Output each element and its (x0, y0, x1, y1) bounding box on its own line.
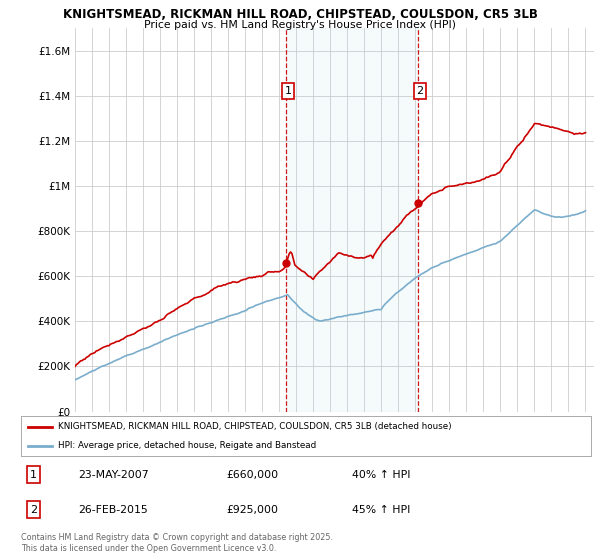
Text: 2: 2 (416, 86, 424, 96)
Text: 40% ↑ HPI: 40% ↑ HPI (352, 470, 410, 479)
Text: Price paid vs. HM Land Registry's House Price Index (HPI): Price paid vs. HM Land Registry's House … (144, 20, 456, 30)
Text: Contains HM Land Registry data © Crown copyright and database right 2025.
This d: Contains HM Land Registry data © Crown c… (21, 533, 333, 553)
Text: 1: 1 (30, 470, 37, 479)
Bar (286, 28, 418, 412)
Text: 1: 1 (285, 86, 292, 96)
Text: 23-MAY-2007: 23-MAY-2007 (78, 470, 149, 479)
Text: 45% ↑ HPI: 45% ↑ HPI (352, 505, 410, 515)
Text: HPI: Average price, detached house, Reigate and Banstead: HPI: Average price, detached house, Reig… (58, 441, 316, 450)
Text: KNIGHTSMEAD, RICKMAN HILL ROAD, CHIPSTEAD, COULSDON, CR5 3LB (detached house): KNIGHTSMEAD, RICKMAN HILL ROAD, CHIPSTEA… (58, 422, 452, 431)
Text: KNIGHTSMEAD, RICKMAN HILL ROAD, CHIPSTEAD, COULSDON, CR5 3LB: KNIGHTSMEAD, RICKMAN HILL ROAD, CHIPSTEA… (62, 8, 538, 21)
Text: £660,000: £660,000 (226, 470, 278, 479)
Text: 26-FEB-2015: 26-FEB-2015 (78, 505, 148, 515)
Text: 2: 2 (30, 505, 37, 515)
Text: £925,000: £925,000 (226, 505, 278, 515)
